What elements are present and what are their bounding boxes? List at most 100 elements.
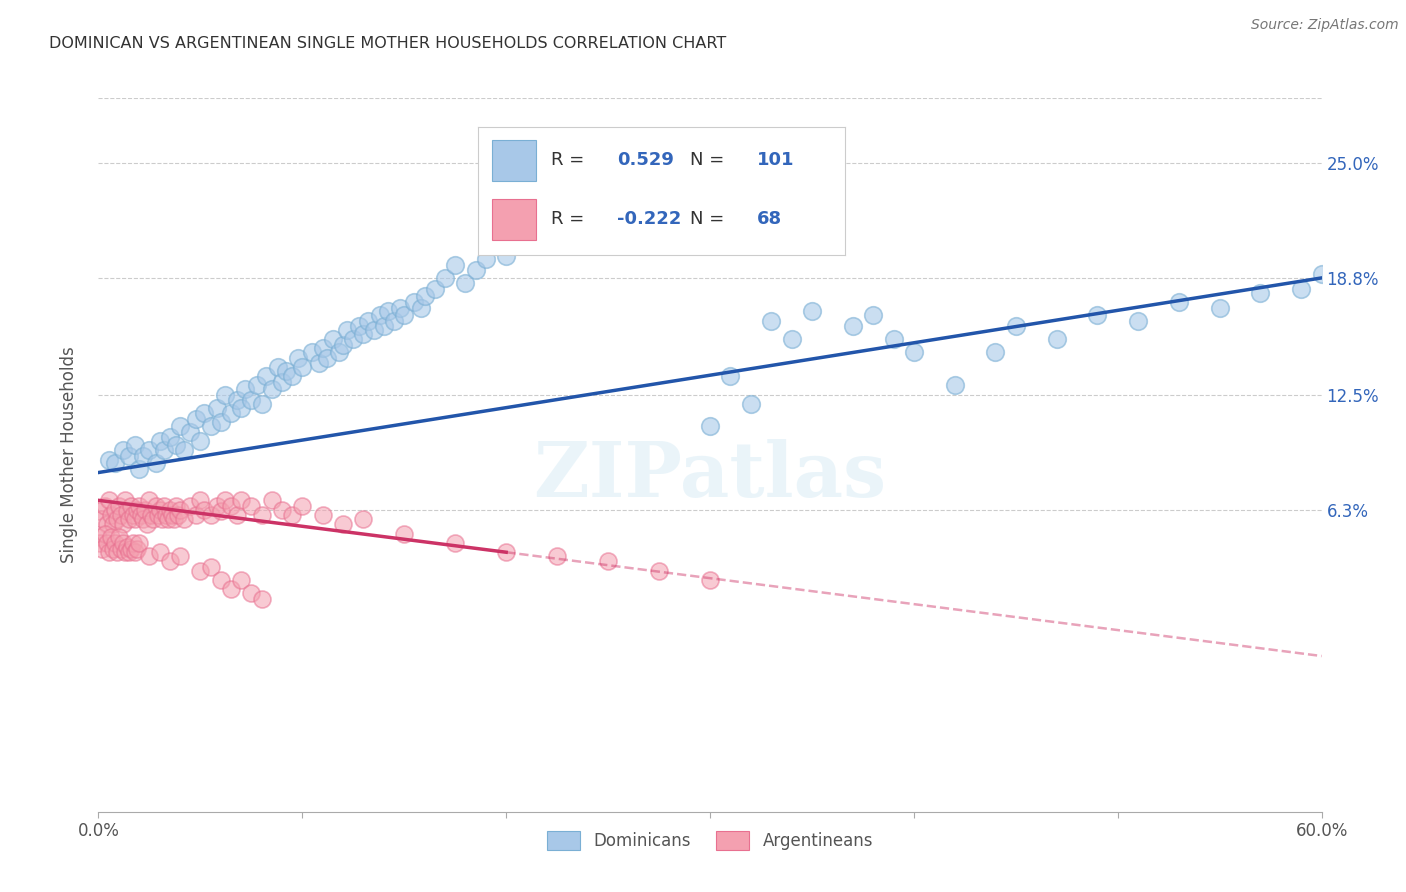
Point <box>209 573 232 587</box>
Point <box>267 359 290 374</box>
Point <box>138 549 160 563</box>
Point <box>485 239 508 253</box>
Point <box>250 591 273 606</box>
Point <box>136 517 159 532</box>
Point <box>246 378 269 392</box>
Point <box>648 564 671 578</box>
Point <box>179 499 201 513</box>
Point <box>883 332 905 346</box>
Point <box>322 332 344 346</box>
Point <box>93 499 115 513</box>
Point <box>984 345 1007 359</box>
Point <box>173 512 195 526</box>
Point <box>124 545 146 559</box>
Point <box>699 419 721 434</box>
Point <box>557 193 579 207</box>
Point <box>250 397 273 411</box>
Point <box>87 530 110 544</box>
Point <box>270 375 294 389</box>
Point <box>159 502 181 516</box>
Point <box>97 493 120 508</box>
Point <box>780 332 803 346</box>
Point <box>97 545 120 559</box>
Point <box>240 586 263 600</box>
Point <box>607 146 630 161</box>
Point <box>127 541 149 556</box>
Point <box>179 425 201 439</box>
Point <box>526 211 548 226</box>
Point <box>209 416 232 430</box>
Point <box>142 512 165 526</box>
Point <box>617 134 640 148</box>
Point <box>138 493 160 508</box>
Point <box>114 545 136 559</box>
Point <box>231 573 253 587</box>
Point <box>1167 295 1189 310</box>
Point <box>122 508 145 523</box>
Point <box>444 258 467 272</box>
Point <box>404 295 426 310</box>
Point <box>111 517 134 532</box>
Point <box>127 502 149 516</box>
Point <box>163 512 186 526</box>
Point <box>145 456 167 470</box>
Point <box>464 263 486 277</box>
Point <box>105 512 128 526</box>
Point <box>250 508 273 523</box>
Point <box>260 382 283 396</box>
Point <box>274 363 297 377</box>
Point <box>146 508 169 523</box>
Point <box>169 502 191 516</box>
Point <box>260 493 283 508</box>
Point <box>91 512 114 526</box>
Point <box>720 369 742 384</box>
Point <box>392 308 416 322</box>
Point <box>152 499 174 513</box>
Point <box>576 156 599 170</box>
Point <box>108 499 131 513</box>
Point <box>169 419 191 434</box>
Point <box>943 378 966 392</box>
Point <box>122 536 145 550</box>
Text: Source: ZipAtlas.com: Source: ZipAtlas.com <box>1251 18 1399 32</box>
Point <box>332 517 354 532</box>
Point <box>128 536 150 550</box>
Point <box>1128 313 1150 327</box>
Point <box>270 502 294 516</box>
Point <box>226 508 249 523</box>
Point <box>104 456 127 470</box>
Point <box>434 271 457 285</box>
Point <box>291 499 314 513</box>
Point <box>219 499 242 513</box>
Point <box>110 508 132 523</box>
Point <box>188 434 212 448</box>
Point <box>598 165 620 179</box>
Point <box>233 382 256 396</box>
Point <box>474 252 498 267</box>
Point <box>129 508 152 523</box>
Point <box>115 504 138 518</box>
Point <box>155 508 177 523</box>
Point <box>96 517 118 532</box>
Point <box>93 526 115 541</box>
Point <box>382 313 405 327</box>
Point <box>281 508 304 523</box>
Point <box>101 517 124 532</box>
Point <box>200 560 222 574</box>
Point <box>209 504 232 518</box>
Point <box>1291 282 1313 296</box>
Point <box>200 419 222 434</box>
Point <box>219 406 242 420</box>
Point <box>214 493 236 508</box>
Point <box>231 401 253 415</box>
Legend: Dominicans, Argentineans: Dominicans, Argentineans <box>540 824 880 857</box>
Point <box>454 277 477 291</box>
Point <box>226 393 249 408</box>
Point <box>165 438 187 452</box>
Point <box>409 301 432 315</box>
Text: DOMINICAN VS ARGENTINEAN SINGLE MOTHER HOUSEHOLDS CORRELATION CHART: DOMINICAN VS ARGENTINEAN SINGLE MOTHER H… <box>49 36 727 51</box>
Point <box>638 211 661 226</box>
Point <box>104 536 127 550</box>
Point <box>699 573 721 587</box>
Point <box>291 359 314 374</box>
